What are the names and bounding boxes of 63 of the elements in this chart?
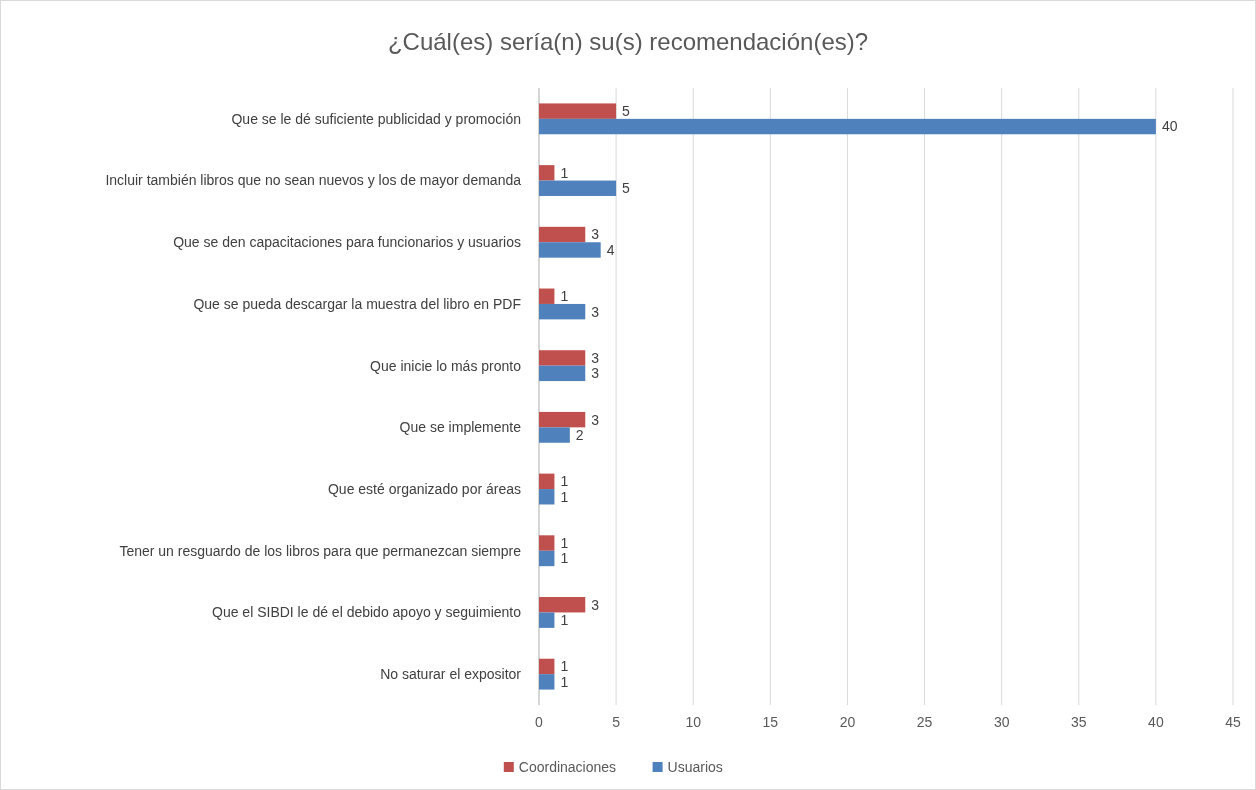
y-tick-label: Incluir también libros que no sean nuevos y los de mayor demanda: [105, 172, 522, 189]
bar: [539, 118, 1156, 135]
legend-label: Coordinaciones: [518, 758, 617, 775]
bar: [539, 550, 555, 567]
x-tick-label: 5: [612, 714, 621, 730]
y-tick-label: Que el SIBDI le dé el debido apoyo y seguimiento: [212, 604, 522, 621]
bar: [539, 365, 586, 382]
bar: [539, 180, 617, 196]
data-label: 40: [1161, 118, 1178, 135]
bar: [539, 535, 555, 551]
x-tick-label: 15: [762, 714, 779, 730]
bar: [539, 597, 586, 613]
x-tick-label: 0: [535, 714, 544, 730]
bar: [539, 612, 555, 628]
bar: [539, 427, 570, 443]
data-label: 1: [560, 288, 569, 305]
data-label: 1: [560, 550, 569, 567]
data-label: 1: [560, 658, 569, 675]
x-tick-label: 20: [839, 714, 856, 730]
data-label: 1: [560, 673, 569, 690]
data-label: 3: [591, 303, 600, 320]
x-tick-label: 10: [685, 714, 702, 730]
bar: [539, 473, 555, 490]
data-label: 1: [560, 488, 569, 505]
data-label: 1: [560, 612, 569, 629]
data-label: 3: [591, 411, 600, 428]
bar: [539, 303, 586, 320]
bar: [539, 674, 555, 690]
data-label: 5: [622, 180, 631, 197]
bar: [539, 288, 555, 304]
bar: [539, 103, 617, 119]
data-label: 1: [560, 164, 569, 181]
legend-label: Usuarios: [667, 758, 723, 775]
data-label: 2: [575, 426, 584, 443]
bar: [539, 489, 555, 505]
y-tick-label: Que se implemente: [399, 419, 522, 436]
x-tick-label: 40: [1148, 714, 1164, 730]
y-tick-label: Que esté organizado por áreas: [327, 480, 521, 497]
data-label: 3: [591, 365, 600, 382]
x-tick-label: 30: [993, 714, 1010, 730]
x-tick-label: 45: [1225, 714, 1241, 730]
data-label: 1: [560, 473, 569, 490]
y-tick-label: Que se le dé suficiente publicidad y promoción: [231, 110, 521, 127]
data-label: 4: [606, 241, 615, 258]
y-tick-label: Que se den capacitaciones para funcionarios y usuarios: [173, 234, 521, 251]
data-label: 3: [591, 596, 600, 613]
bar: [539, 658, 555, 675]
y-tick-label: Que se pueda descargar la muestra del libro en PDF: [193, 295, 521, 312]
bar: [539, 411, 586, 428]
chart-title: ¿Cuál(es) sería(n) su(s) recomendación(es)?: [387, 28, 869, 55]
data-label: 3: [591, 349, 600, 366]
data-label: 5: [622, 103, 631, 120]
y-tick-label: No saturar el expositor: [380, 666, 522, 683]
bar: [539, 350, 586, 366]
x-tick-label: 35: [1070, 714, 1087, 730]
bar: [539, 226, 586, 243]
bar: [539, 165, 555, 181]
y-tick-label: Tener un resguardo de los libros para que permanezcan siempre: [119, 542, 522, 559]
bar: [539, 242, 601, 258]
x-tick-label: 25: [916, 714, 933, 730]
y-tick-label: Que inicie lo más pronto: [370, 357, 522, 374]
data-label: 3: [591, 226, 600, 243]
data-label: 1: [560, 534, 569, 551]
